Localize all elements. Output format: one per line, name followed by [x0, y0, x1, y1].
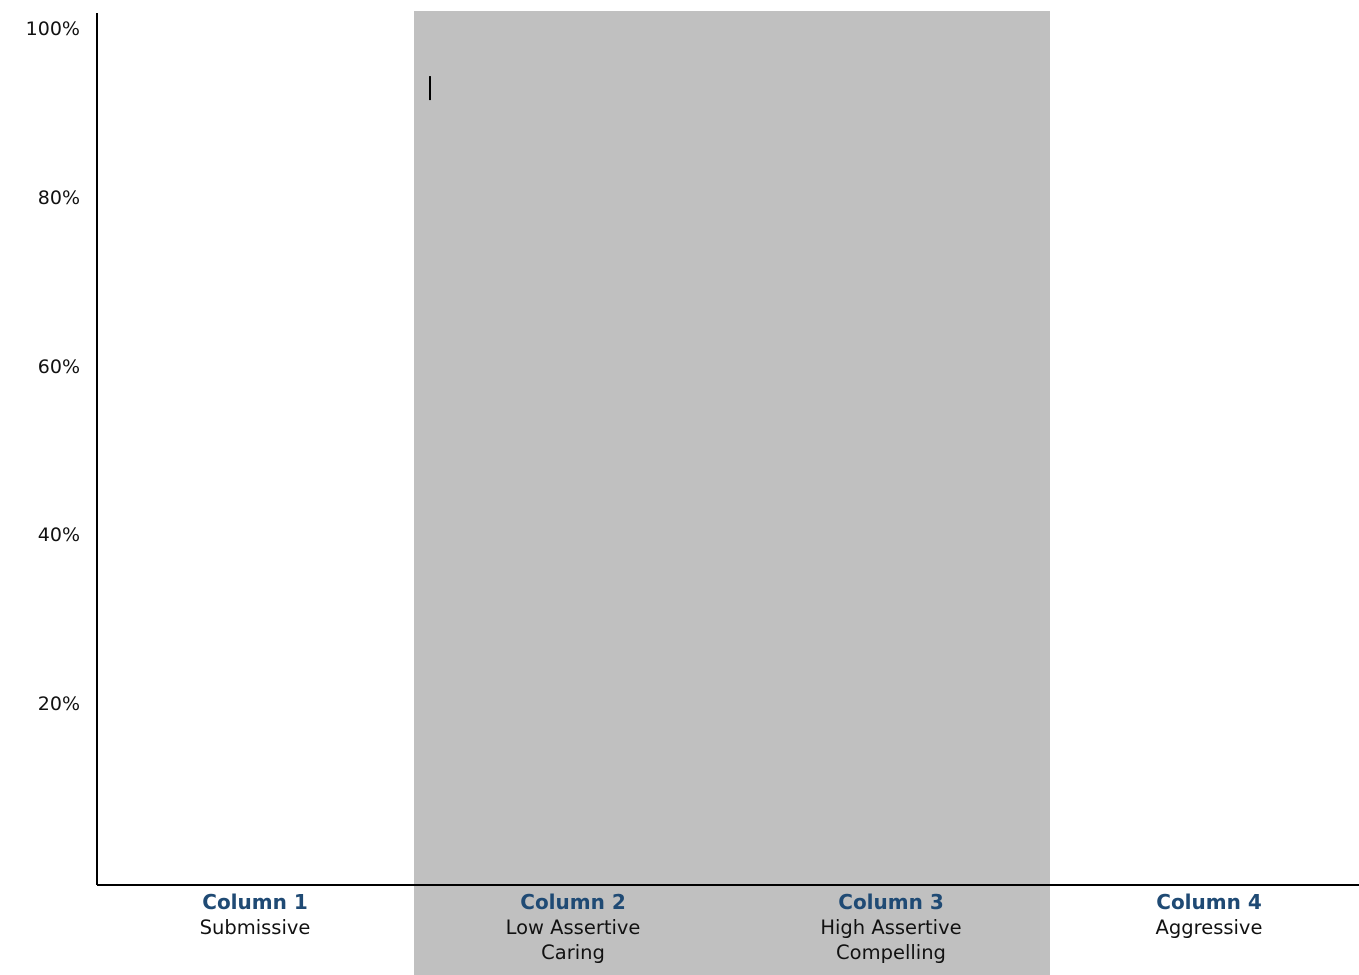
column-title: Column 4 — [1156, 890, 1262, 914]
axes — [96, 13, 1359, 886]
column-description: Low Assertive — [505, 916, 641, 939]
column-label-4: Column 4 Aggressive — [1050, 890, 1359, 940]
column-title: Column 1 — [202, 890, 308, 914]
highlight-band-3 — [732, 11, 1050, 975]
y-tick-label: 40% — [37, 524, 80, 547]
highlight-bands — [414, 11, 1050, 975]
column-description: Aggressive — [1155, 916, 1263, 939]
column-label-3: Column 3 High Assertive Compelling — [732, 890, 1050, 965]
column-description: Compelling — [836, 941, 946, 964]
y-tick-label: 100% — [25, 18, 80, 40]
column-title: Column 2 — [520, 890, 626, 914]
highlight-band-2 — [414, 11, 732, 975]
y-tick-label: 60% — [37, 355, 80, 378]
column-label-1: Column 1 Submissive — [96, 890, 414, 940]
column-description: High Assertive — [820, 916, 962, 939]
y-tick-label: 80% — [37, 186, 80, 209]
column-label-2: Column 2 Low Assertive Caring — [414, 890, 732, 965]
column-description: Submissive — [199, 916, 311, 939]
column-title: Column 3 — [838, 890, 944, 914]
y-tick-label: 20% — [37, 693, 80, 716]
column-description: Caring — [541, 941, 605, 964]
